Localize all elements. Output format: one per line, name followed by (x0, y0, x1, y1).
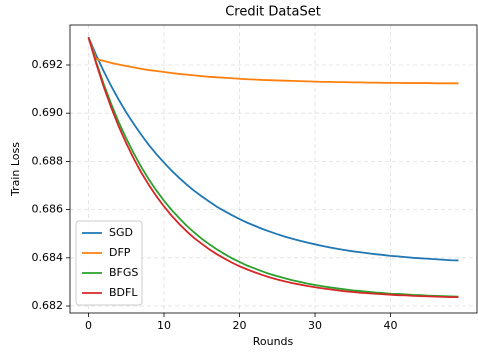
legend-label: SGD (109, 226, 133, 239)
plot-frame (69, 24, 478, 314)
series-line (87, 36, 459, 85)
series-line (87, 37, 459, 298)
x-tick-label: 20 (233, 319, 247, 332)
x-tick-label: 10 (157, 319, 171, 332)
y-tick-label: 0.692 (32, 58, 64, 71)
x-tick-label: 40 (384, 319, 398, 332)
x-tick-label: 0 (85, 319, 92, 332)
x-tick-label: 30 (308, 319, 322, 332)
y-tick-label: 0.684 (32, 251, 64, 264)
chart-title: Credit DataSet (225, 5, 321, 20)
legend-label: BFGS (109, 266, 138, 279)
legend-box (75, 220, 143, 306)
legend-label: DFP (109, 246, 131, 259)
legend-label: BDFL (109, 286, 138, 299)
series-line (87, 37, 459, 298)
y-tick-label: 0.688 (32, 154, 64, 167)
y-tick-label: 0.690 (32, 106, 64, 119)
series-line (87, 36, 459, 262)
y-tick-label: 0.682 (32, 299, 64, 312)
legend: SGD DFP BFGS BDFL (75, 220, 143, 306)
x-axis-label: Rounds (253, 335, 294, 348)
y-axis-label: Train Loss (9, 142, 22, 197)
y-tick-label: 0.686 (32, 203, 64, 216)
